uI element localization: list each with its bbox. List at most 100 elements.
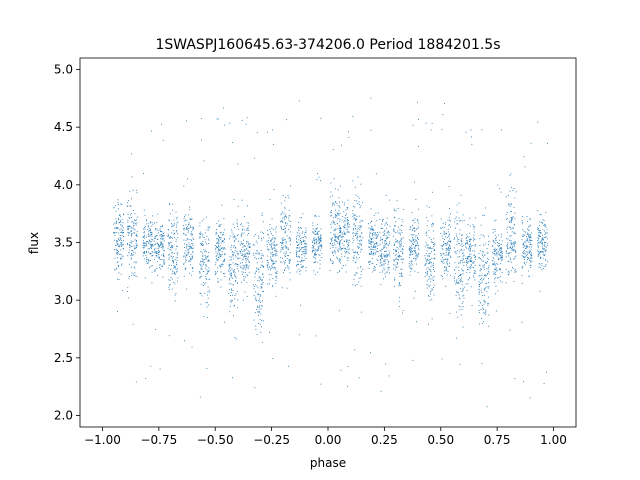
data-point bbox=[237, 205, 239, 207]
data-point bbox=[432, 277, 434, 279]
data-point bbox=[290, 243, 292, 245]
data-point bbox=[267, 255, 269, 257]
data-point bbox=[468, 236, 470, 238]
data-point bbox=[233, 235, 235, 237]
data-point bbox=[426, 258, 428, 260]
data-point bbox=[331, 240, 333, 242]
data-point bbox=[176, 263, 178, 265]
data-point bbox=[481, 282, 483, 284]
data-point bbox=[268, 242, 270, 244]
data-point bbox=[507, 271, 509, 273]
data-point bbox=[346, 224, 348, 226]
data-point bbox=[460, 277, 462, 279]
data-point bbox=[146, 219, 148, 221]
data-point bbox=[338, 261, 340, 263]
data-point bbox=[123, 232, 125, 234]
data-point bbox=[169, 284, 170, 286]
data-point bbox=[200, 268, 202, 270]
data-point bbox=[339, 207, 341, 209]
data-point bbox=[454, 262, 456, 264]
data-point bbox=[314, 229, 316, 231]
data-point bbox=[382, 269, 384, 271]
data-point bbox=[205, 273, 207, 275]
data-point bbox=[233, 227, 235, 229]
data-point bbox=[176, 259, 178, 261]
data-point bbox=[154, 270, 156, 272]
data-point bbox=[372, 271, 373, 273]
data-point bbox=[545, 246, 547, 248]
data-point bbox=[345, 252, 347, 254]
x-tick-label: 0.50 bbox=[427, 433, 454, 447]
data-point bbox=[344, 234, 346, 236]
data-point bbox=[202, 234, 204, 236]
data-point bbox=[174, 267, 176, 269]
data-point bbox=[394, 279, 396, 281]
data-point bbox=[368, 227, 370, 229]
data-point bbox=[320, 237, 322, 239]
data-point bbox=[428, 254, 430, 256]
data-point bbox=[275, 231, 277, 233]
data-point bbox=[360, 251, 362, 253]
data-point bbox=[240, 241, 242, 243]
data-point bbox=[526, 220, 528, 222]
data-point bbox=[317, 234, 319, 235]
data-point bbox=[340, 228, 342, 230]
data-point bbox=[119, 254, 121, 255]
data-point bbox=[340, 262, 342, 264]
data-point bbox=[200, 260, 202, 262]
data-point bbox=[299, 271, 301, 273]
data-point bbox=[208, 227, 210, 229]
data-point bbox=[542, 248, 544, 250]
data-point bbox=[317, 246, 319, 248]
data-point bbox=[401, 258, 403, 260]
data-point bbox=[468, 277, 470, 279]
data-point bbox=[494, 272, 496, 274]
data-point bbox=[242, 246, 244, 248]
data-point bbox=[218, 220, 220, 222]
data-point bbox=[188, 242, 190, 244]
data-point bbox=[510, 261, 512, 263]
data-point bbox=[132, 250, 134, 252]
data-point bbox=[369, 264, 370, 266]
data-point bbox=[154, 227, 156, 229]
data-point bbox=[414, 246, 416, 248]
data-point bbox=[483, 236, 485, 238]
data-point bbox=[217, 281, 219, 283]
data-point bbox=[248, 271, 250, 273]
data-point bbox=[315, 214, 317, 216]
data-point bbox=[286, 119, 287, 121]
data-point bbox=[395, 232, 397, 233]
data-point bbox=[127, 205, 129, 207]
data-point bbox=[313, 246, 315, 248]
data-point bbox=[462, 258, 464, 260]
data-point bbox=[354, 206, 356, 208]
data-point bbox=[304, 236, 306, 237]
data-point bbox=[344, 226, 346, 228]
data-point bbox=[508, 204, 510, 206]
data-point bbox=[482, 265, 483, 267]
data-point bbox=[447, 258, 449, 260]
data-point bbox=[200, 233, 202, 234]
data-point bbox=[539, 251, 541, 253]
data-point bbox=[383, 267, 385, 269]
data-point bbox=[374, 253, 376, 255]
data-point bbox=[494, 250, 496, 252]
data-point bbox=[207, 255, 209, 257]
data-point bbox=[289, 225, 291, 226]
data-point bbox=[149, 235, 150, 237]
data-point bbox=[346, 257, 348, 259]
data-point bbox=[335, 209, 337, 211]
data-point bbox=[354, 217, 356, 219]
data-point bbox=[170, 256, 172, 258]
data-point bbox=[529, 264, 531, 266]
data-point bbox=[331, 240, 333, 242]
data-point bbox=[334, 244, 336, 246]
data-point bbox=[318, 215, 320, 217]
data-point bbox=[232, 254, 234, 256]
data-point bbox=[454, 269, 456, 271]
data-point bbox=[162, 254, 164, 256]
data-point bbox=[215, 251, 217, 253]
data-point bbox=[258, 276, 260, 278]
data-point bbox=[272, 278, 274, 280]
data-point bbox=[119, 244, 121, 246]
